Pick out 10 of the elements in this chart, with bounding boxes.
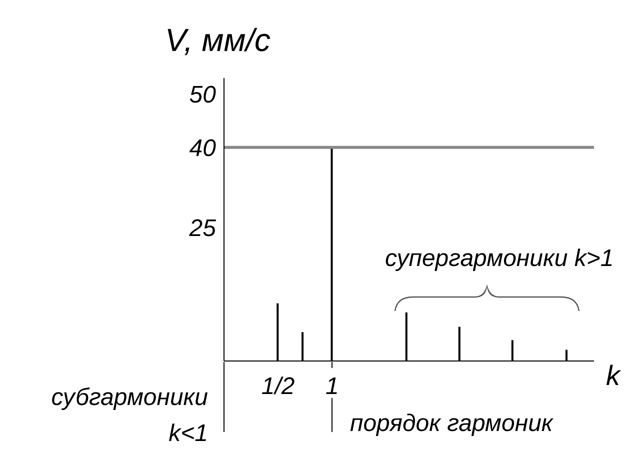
x-tick-label: 1: [326, 373, 339, 400]
y-tick-label: 40: [189, 134, 217, 162]
annotation: супергармоники k>1: [385, 245, 614, 273]
text: порядок гармоник: [350, 410, 553, 438]
y-tick-label: 50: [189, 82, 217, 109]
text: субгармоники k<1: [50, 383, 208, 449]
x-tick-label: 1/2: [261, 373, 295, 400]
y-axis-title: V, мм/с: [165, 22, 271, 59]
x-axis-title: k: [606, 360, 620, 392]
y-tick-label: 25: [188, 215, 217, 242]
